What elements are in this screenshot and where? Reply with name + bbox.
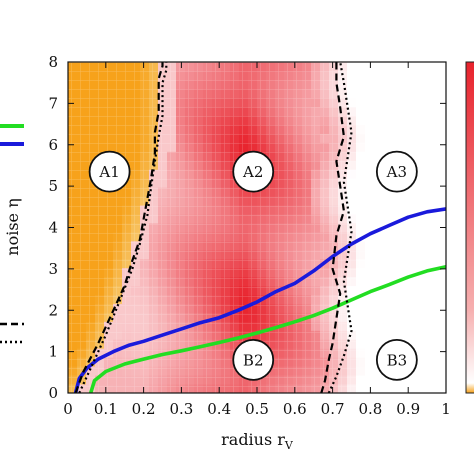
colorbar xyxy=(465,61,474,394)
series-line-boundary-dotted-5 xyxy=(327,62,353,393)
region-marker xyxy=(375,338,418,381)
x-tick-label: 0.9 xyxy=(396,400,420,418)
region-label-text: B2 xyxy=(243,351,264,369)
y-tick-label: 3 xyxy=(48,260,58,278)
x-tick-label: 1 xyxy=(441,400,451,418)
region-marker xyxy=(232,338,275,381)
y-tick-label: 1 xyxy=(48,343,58,361)
x-tick-label: 0.5 xyxy=(245,400,269,418)
y-tick-label: 8 xyxy=(48,53,58,71)
region-b3: B3 xyxy=(375,338,418,381)
region-marker xyxy=(375,150,418,193)
region-label-text: B3 xyxy=(387,351,408,369)
region-a3: A3 xyxy=(375,150,418,193)
x-axis-ticks: 0 0.1 0.2 0.3 0.4 0.5 0.6 0.7 0.8 0.9 1 xyxy=(63,62,451,418)
y-axis-ticks: 0 1 2 3 4 5 6 7 8 xyxy=(48,53,446,402)
y-tick-label: 0 xyxy=(48,384,58,402)
x-axis-label-main: radius r xyxy=(221,430,285,449)
series-line-boundary-dotted-3 xyxy=(78,62,168,393)
y-axis-label: noise η xyxy=(3,198,22,255)
y-tick-label: 2 xyxy=(48,301,58,319)
region-a1: A1 xyxy=(88,150,131,193)
series-line-boundary-dashed-4 xyxy=(320,62,345,393)
x-tick-label: 0 xyxy=(63,400,73,418)
x-tick-label: 0.7 xyxy=(321,400,345,418)
region-a2: A2 xyxy=(232,150,275,193)
x-tick-label: 0.2 xyxy=(132,400,156,418)
region-label-text: A1 xyxy=(98,163,119,181)
curves xyxy=(73,62,446,393)
y-tick-label: 4 xyxy=(48,219,58,237)
y-tick-label: 6 xyxy=(48,136,58,154)
region-label-text: A3 xyxy=(386,163,407,181)
y-tick-label: 5 xyxy=(48,177,58,195)
x-tick-label: 0.6 xyxy=(283,400,307,418)
x-tick-label: 0.3 xyxy=(169,400,193,418)
x-tick-label: 0.8 xyxy=(358,400,382,418)
region-marker xyxy=(88,150,131,193)
series-line-boundary-dashed-2 xyxy=(74,62,164,393)
x-axis-label-sub: V xyxy=(284,439,294,452)
series-line-green_line-1 xyxy=(88,265,446,393)
region-labels: A1 A2 A3 B2 B3 xyxy=(88,150,418,381)
x-tick-label: 0.1 xyxy=(94,400,118,418)
x-axis-label: radius rV xyxy=(221,430,294,452)
series-line-blue_line-0 xyxy=(73,207,446,393)
region-label-text: A2 xyxy=(242,163,263,181)
region-b2: B2 xyxy=(232,338,275,381)
x-tick-label: 0.4 xyxy=(207,400,231,418)
y-tick-label: 7 xyxy=(48,94,58,112)
legend-fragment xyxy=(0,124,24,344)
region-marker xyxy=(232,150,275,193)
colorbar-fragment xyxy=(465,61,474,394)
